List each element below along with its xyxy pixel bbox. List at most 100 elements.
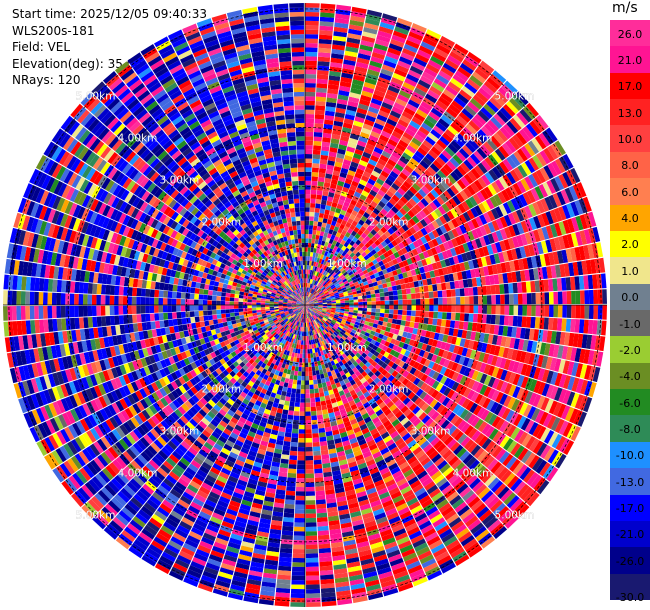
velocity-gate bbox=[305, 140, 313, 146]
velocity-gate bbox=[289, 374, 294, 380]
velocity-gate bbox=[312, 163, 320, 169]
velocity-gate bbox=[472, 313, 478, 323]
velocity-gate bbox=[305, 256, 308, 261]
velocity-gate bbox=[357, 164, 366, 171]
velocity-gate bbox=[307, 283, 310, 288]
velocity-gate bbox=[442, 305, 448, 312]
velocity-gate bbox=[446, 289, 452, 298]
velocity-gate bbox=[423, 118, 435, 129]
velocity-gate bbox=[562, 291, 568, 305]
velocity-gate bbox=[481, 174, 491, 186]
velocity-gate bbox=[325, 294, 330, 297]
velocity-gate bbox=[334, 22, 349, 29]
velocity-gate bbox=[330, 138, 340, 145]
velocity-gate bbox=[463, 222, 472, 233]
velocity-gate bbox=[348, 271, 354, 276]
velocity-gate bbox=[446, 305, 452, 313]
velocity-gate bbox=[382, 166, 392, 175]
velocity-gate bbox=[477, 177, 488, 189]
velocity-gate bbox=[381, 258, 388, 265]
velocity-gate bbox=[336, 286, 342, 291]
velocity-gate bbox=[432, 159, 443, 170]
velocity-gate bbox=[296, 388, 301, 394]
velocity-gate bbox=[368, 158, 378, 167]
velocity-gate bbox=[279, 548, 293, 554]
velocity-gate bbox=[324, 277, 329, 282]
velocity-gate bbox=[353, 263, 359, 269]
velocity-gate bbox=[575, 305, 581, 319]
velocity-gate bbox=[310, 194, 317, 199]
velocity-gate bbox=[316, 503, 327, 509]
velocity-gate bbox=[311, 234, 316, 240]
velocity-gate bbox=[554, 175, 565, 191]
velocity-gate bbox=[377, 158, 387, 167]
velocity-gate bbox=[375, 204, 383, 212]
velocity-gate bbox=[358, 271, 365, 277]
velocity-gate bbox=[425, 63, 440, 74]
velocity-gate bbox=[363, 211, 370, 219]
velocity-gate bbox=[453, 96, 467, 108]
velocity-gate bbox=[399, 115, 411, 124]
velocity-gate bbox=[394, 244, 401, 252]
velocity-gate bbox=[405, 288, 411, 294]
velocity-gate bbox=[484, 156, 495, 169]
velocity-gate bbox=[441, 312, 447, 320]
velocity-gate bbox=[309, 256, 313, 262]
velocity-gate bbox=[305, 301, 308, 305]
velocity-gate bbox=[408, 173, 418, 183]
velocity-gate bbox=[396, 175, 406, 184]
velocity-gate bbox=[486, 314, 492, 324]
velocity-gate bbox=[293, 411, 300, 416]
velocity-gate bbox=[347, 100, 359, 108]
velocity-gate bbox=[313, 270, 316, 276]
velocity-gate bbox=[305, 375, 309, 381]
velocity-gate bbox=[305, 442, 313, 448]
velocity-gate bbox=[419, 244, 427, 253]
velocity-gate bbox=[379, 72, 392, 81]
velocity-gate bbox=[300, 349, 303, 354]
velocity-gate bbox=[328, 281, 333, 286]
velocity-gate bbox=[391, 34, 406, 44]
velocity-gate bbox=[307, 297, 310, 302]
velocity-gate bbox=[500, 294, 505, 305]
velocity-gate bbox=[380, 226, 388, 234]
velocity-gate bbox=[467, 51, 482, 64]
velocity-gate bbox=[315, 281, 319, 286]
velocity-gate bbox=[423, 67, 438, 78]
velocity-gate bbox=[305, 282, 308, 288]
velocity-gate bbox=[394, 26, 410, 36]
velocity-gate bbox=[402, 294, 407, 300]
velocity-gate bbox=[346, 249, 353, 256]
velocity-gate bbox=[314, 293, 319, 297]
velocity-gate bbox=[397, 94, 410, 103]
velocity-gate bbox=[337, 265, 343, 271]
velocity-gate bbox=[306, 584, 320, 590]
velocity-gate bbox=[502, 174, 513, 187]
velocity-gate bbox=[376, 178, 385, 186]
velocity-gate bbox=[305, 269, 307, 274]
velocity-gate bbox=[382, 283, 388, 289]
velocity-gate bbox=[362, 123, 373, 131]
velocity-gate bbox=[437, 290, 443, 298]
velocity-gate bbox=[375, 118, 386, 127]
velocity-gate bbox=[393, 102, 406, 111]
velocity-gate bbox=[413, 133, 425, 143]
velocity-gate bbox=[290, 588, 305, 594]
velocity-gate bbox=[378, 270, 384, 277]
velocity-gate bbox=[305, 571, 320, 576]
velocity-gate bbox=[318, 34, 333, 40]
velocity-gate bbox=[336, 247, 342, 253]
velocity-gate bbox=[322, 288, 327, 292]
velocity-gate bbox=[453, 43, 469, 55]
velocity-gate bbox=[367, 301, 372, 305]
velocity-gate bbox=[305, 7, 320, 13]
velocity-gate bbox=[499, 161, 510, 174]
velocity-gate bbox=[495, 294, 501, 305]
velocity-gate bbox=[442, 297, 448, 305]
velocity-gate bbox=[396, 319, 402, 325]
velocity-gate bbox=[447, 143, 459, 154]
velocity-gate bbox=[506, 200, 516, 213]
velocity-gate bbox=[330, 270, 335, 276]
velocity-gate bbox=[313, 299, 318, 302]
velocity-gate bbox=[335, 13, 350, 20]
